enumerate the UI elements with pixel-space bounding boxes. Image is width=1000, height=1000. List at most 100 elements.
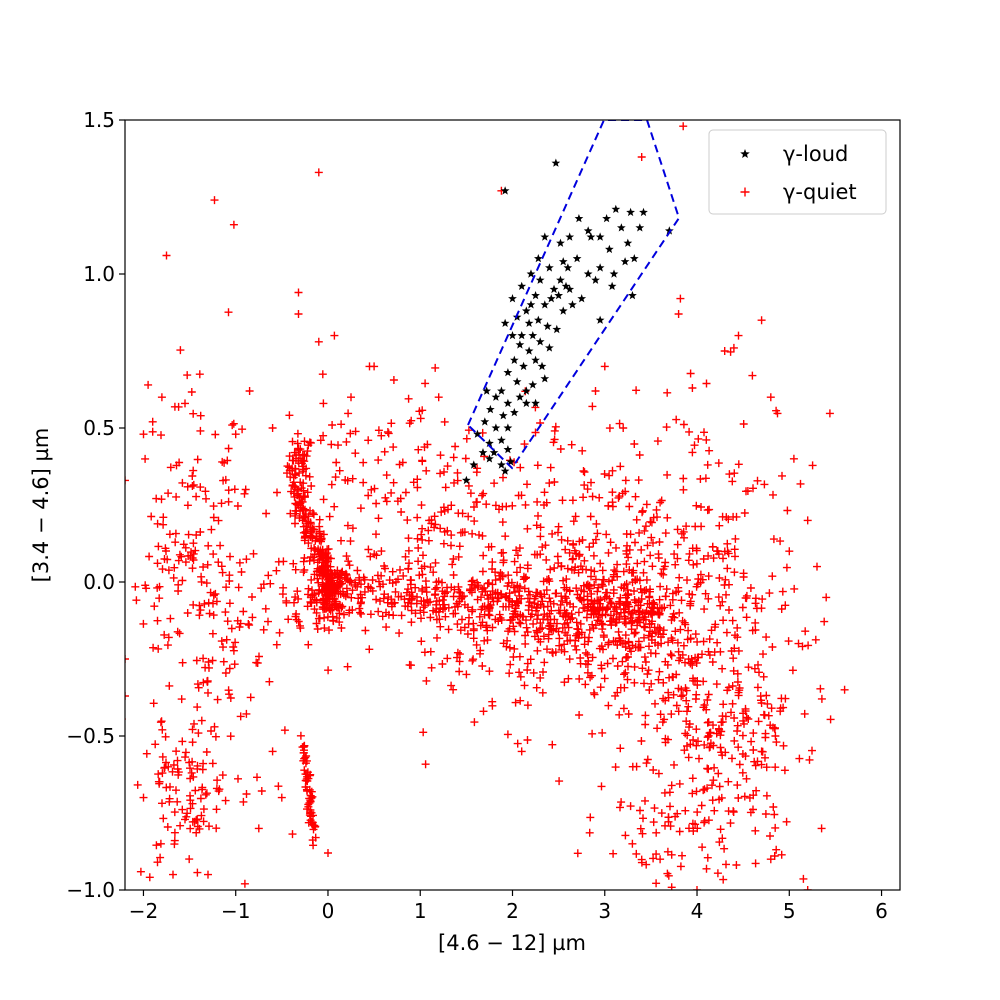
gamma-quiet-point [208,656,217,665]
gamma-quiet-point [645,686,654,694]
gamma-quiet-point [510,557,519,566]
gamma-quiet-point [384,429,393,438]
gamma-quiet-point [242,709,251,718]
gamma-quiet-point [569,517,578,526]
gamma-quiet-point [184,530,193,539]
gamma-loud-point [500,466,510,475]
gamma-quiet-point [325,512,334,521]
gamma-quiet-point [150,602,159,611]
gamma-loud-point [535,275,545,284]
gamma-quiet-point [676,294,685,303]
gamma-quiet-point [604,548,613,557]
gamma-quiet-point [449,609,458,618]
gamma-quiet-point [468,576,477,585]
gamma-quiet-point [153,583,162,592]
gamma-quiet-point [273,488,281,497]
gamma-quiet-point [468,605,477,614]
gamma-quiet-point [505,596,514,605]
gamma-quiet-point [172,786,180,795]
gamma-quiet-point [341,476,350,484]
gamma-quiet-point [704,690,713,699]
gamma-quiet-point [515,618,524,627]
gamma-quiet-point [563,564,572,573]
gamma-quiet-point [162,251,171,260]
gamma-loud-point [531,291,540,300]
gamma-quiet-point [319,530,328,539]
gamma-loud-point [515,340,525,349]
gamma-quiet-point [306,553,315,561]
gamma-quiet-point [211,430,220,439]
gamma-quiet-point [685,427,694,436]
gamma-quiet-point [213,776,222,785]
gamma-quiet-point [532,521,541,530]
gamma-loud-point [482,386,491,395]
gamma-quiet-point [344,557,353,566]
gamma-quiet-point [587,572,595,581]
gamma-loud-point [556,238,565,247]
gamma-quiet-point [486,590,495,599]
gamma-quiet-point [635,608,644,617]
gamma-quiet-point [530,599,539,608]
gamma-quiet-point [307,808,316,817]
gamma-quiet-point [195,824,204,833]
gamma-quiet-point [174,587,183,595]
gamma-quiet-point [619,424,628,432]
gamma-loud-point [526,269,536,278]
gamma-quiet-point [345,608,354,617]
gamma-quiet-point [539,668,547,676]
gamma-quiet-point [529,668,538,677]
gamma-quiet-point [811,635,820,644]
gamma-quiet-point [546,463,555,472]
gamma-quiet-point [145,552,154,561]
gamma-quiet-point [654,554,663,562]
gamma-quiet-point [188,472,197,480]
gamma-quiet-point [697,503,705,511]
gamma-quiet-point [289,478,298,487]
gamma-loud-point [540,374,550,383]
gamma-quiet-point [580,556,589,565]
gamma-quiet-point [673,809,682,818]
gamma-quiet-point [799,874,808,883]
gamma-quiet-point [621,831,630,840]
gamma-quiet-point [768,572,777,581]
gamma-quiet-point [803,886,812,890]
gamma-quiet-point [602,592,611,601]
gamma-quiet-point [231,430,240,439]
gamma-quiet-point [330,502,339,511]
gamma-quiet-point [661,529,670,538]
gamma-quiet-point [374,456,383,465]
gamma-quiet-point [576,659,585,668]
gamma-quiet-point [551,422,560,431]
gamma-quiet-point [161,732,170,741]
gamma-quiet-point [347,593,356,602]
gamma-quiet-points [125,122,849,890]
gamma-quiet-point [501,532,510,541]
gamma-quiet-point [470,582,479,591]
gamma-quiet-point [178,658,187,667]
gamma-quiet-point [544,634,553,643]
gamma-quiet-point [181,815,189,824]
gamma-quiet-point [241,485,250,494]
gamma-quiet-point [497,616,506,624]
gamma-quiet-point [612,543,620,552]
gamma-quiet-point [274,782,283,791]
gamma-quiet-point [234,774,242,783]
gamma-quiet-point [560,620,569,628]
gamma-quiet-point [314,168,323,177]
gamma-quiet-point [204,870,212,879]
gamma-quiet-point [694,434,703,443]
gamma-loud-point [522,398,531,408]
gamma-quiet-point [663,513,672,522]
gamma-quiet-point [305,472,314,481]
gamma-quiet-point [655,538,664,546]
gamma-quiet-point [718,834,727,843]
gamma-quiet-point [436,451,445,460]
gamma-quiet-point [713,547,721,556]
gamma-quiet-point [509,612,518,621]
x-axis-label: [4.6 − 12] µm [438,931,586,955]
gamma-quiet-point [762,691,771,700]
x-tick-label: 0 [322,899,335,923]
gamma-quiet-point [642,860,651,869]
gamma-quiet-point [679,527,688,536]
gamma-quiet-point [769,803,778,811]
